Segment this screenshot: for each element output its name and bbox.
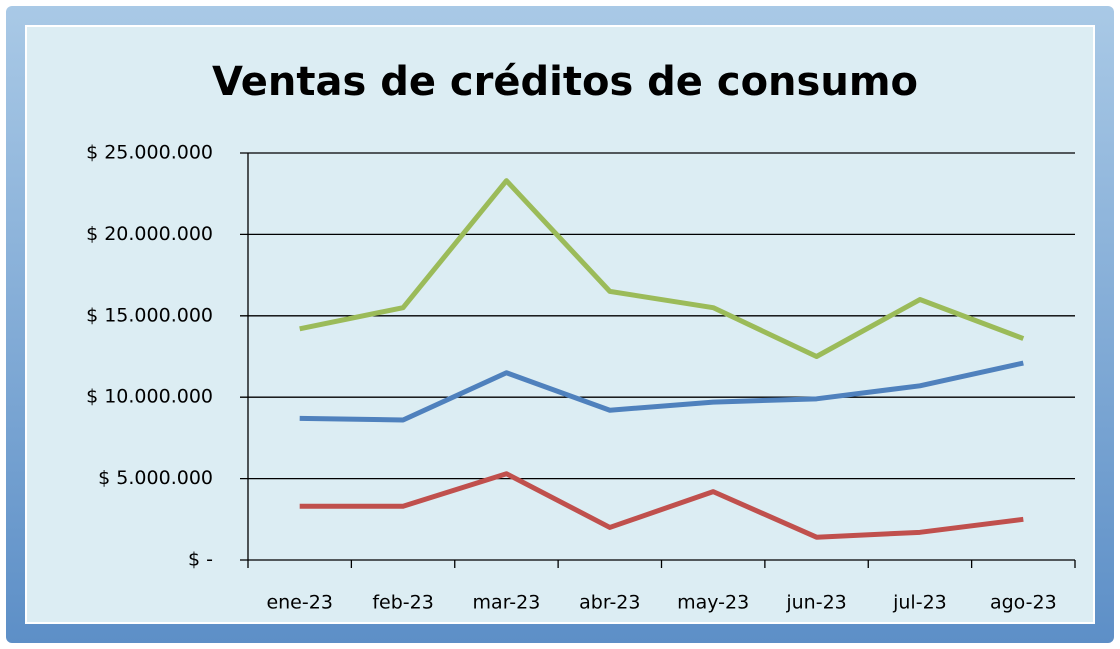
series-line (299, 178, 1025, 359)
y-tick-label: $ - (188, 549, 213, 571)
y-tick-label: $ 10.000.000 (86, 386, 213, 408)
y-tick-label: $ 5.000.000 (98, 467, 213, 489)
y-tick-label: $ 25.000.000 (86, 142, 213, 164)
x-tick-label: feb-23 (372, 592, 433, 614)
series-line (299, 360, 1024, 423)
x-tick-label: abr-23 (579, 592, 640, 614)
x-tick-label: jun-23 (785, 592, 846, 614)
x-tick-label: mar-23 (473, 592, 541, 614)
x-tick-label: may-23 (677, 592, 749, 614)
chart-title: Ventas de créditos de consumo (212, 59, 918, 105)
series-line (299, 471, 1024, 540)
y-tick-label: $ 20.000.000 (86, 223, 213, 245)
x-tick-label: ago-23 (990, 592, 1057, 614)
x-tick-label: jul-23 (892, 592, 947, 614)
x-tick-label: ene-23 (266, 592, 332, 614)
chart-area (25, 25, 1095, 624)
y-tick-label: $ 15.000.000 (86, 304, 213, 326)
